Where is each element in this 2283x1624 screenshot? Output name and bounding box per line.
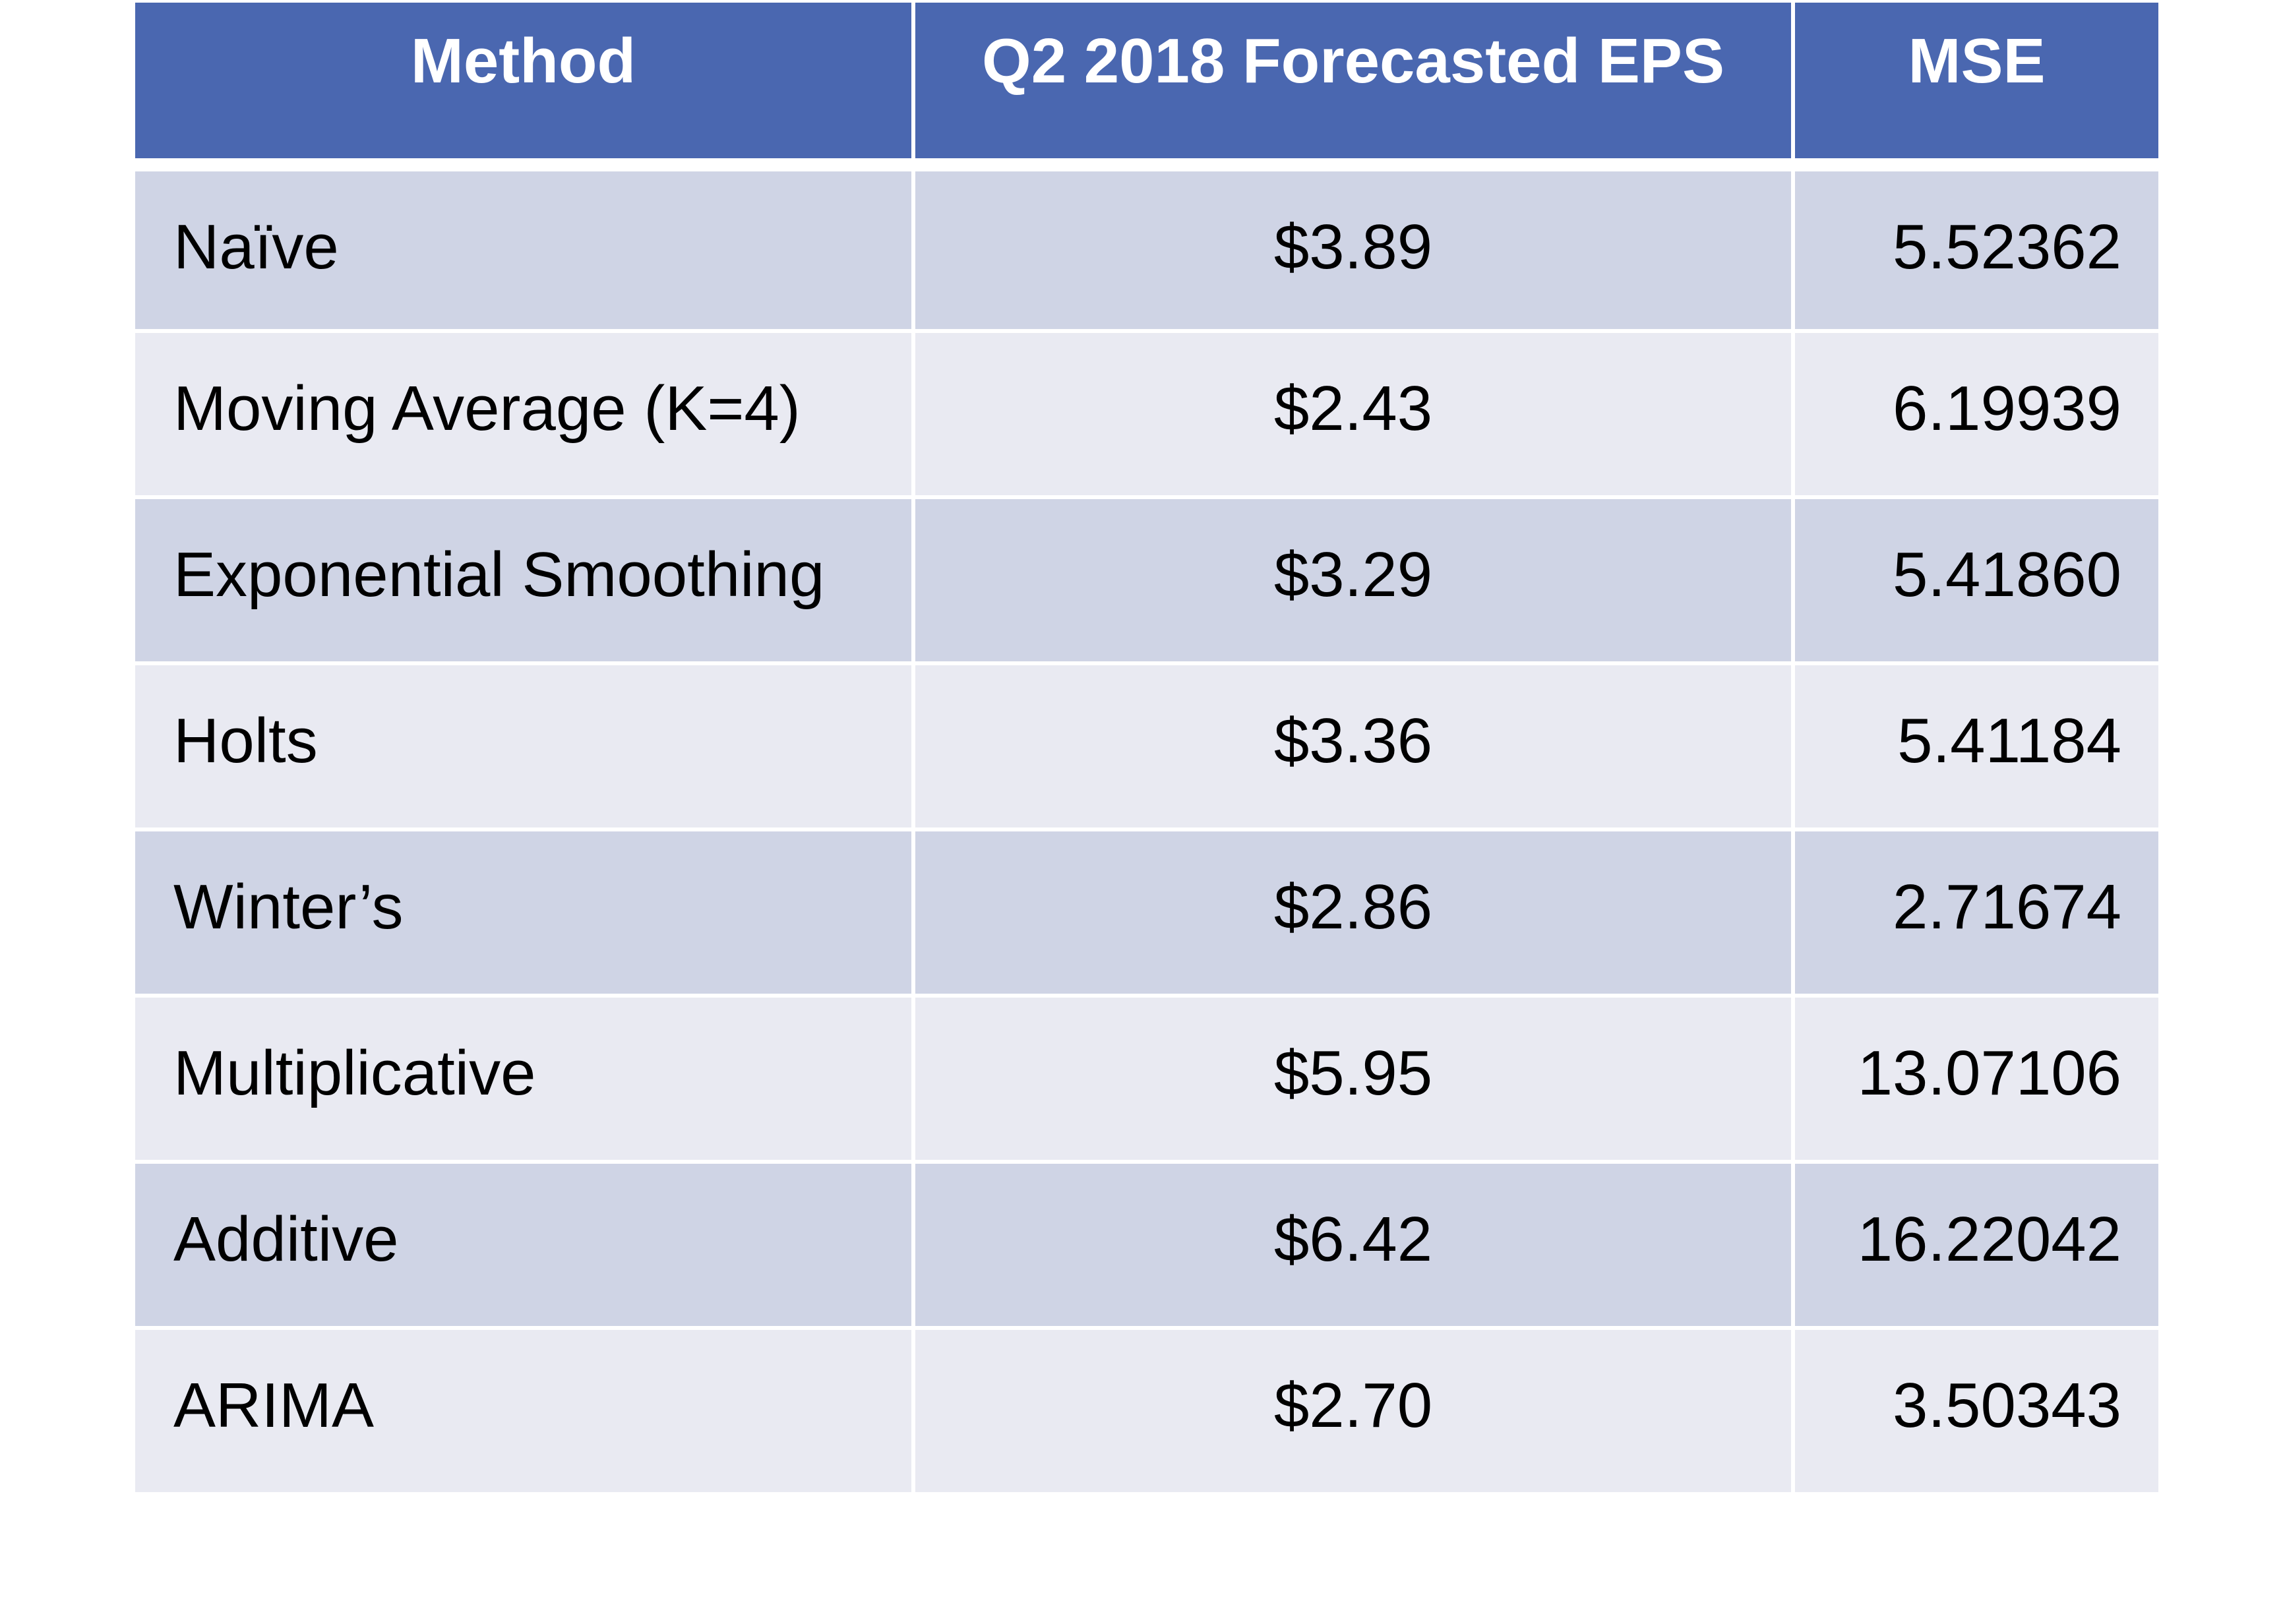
mse-cell: 2.71674 [1793, 829, 2158, 998]
table-row: ARIMA $2.70 3.50343 [135, 1328, 2158, 1496]
table-row: Additive $6.42 16.22042 [135, 1162, 2158, 1330]
mse-cell: 5.41860 [1793, 497, 2158, 665]
table-row: Moving Average (K=4) $2.43 6.19939 [135, 331, 2158, 499]
table-row: Naïve $3.89 5.52362 [135, 165, 2158, 333]
eps-cell: $2.70 [913, 1328, 1795, 1496]
table-header-row: Method Q2 2018 Forecasted EPS MSE [135, 3, 2158, 171]
method-cell: Moving Average (K=4) [135, 331, 915, 499]
method-cell: Naïve [135, 165, 915, 333]
method-cell: Multiplicative [135, 996, 915, 1164]
method-cell: Winter’s [135, 829, 915, 998]
eps-cell: $3.36 [913, 663, 1795, 831]
header-mse: MSE [1793, 3, 2158, 171]
table-row: Exponential Smoothing $3.29 5.41860 [135, 497, 2158, 665]
eps-cell: $2.86 [913, 829, 1795, 998]
table-row: Winter’s $2.86 2.71674 [135, 829, 2158, 998]
eps-cell: $5.95 [913, 996, 1795, 1164]
eps-cell: $3.89 [913, 165, 1795, 333]
method-cell: Holts [135, 663, 915, 831]
eps-cell: $3.29 [913, 497, 1795, 665]
eps-cell: $2.43 [913, 331, 1795, 499]
method-cell: ARIMA [135, 1328, 915, 1496]
mse-cell: 5.41184 [1793, 663, 2158, 831]
mse-cell: 6.19939 [1793, 331, 2158, 499]
forecast-comparison-table: Method Q2 2018 Forecasted EPS MSE Naïve … [135, 3, 2158, 1496]
mse-cell: 16.22042 [1793, 1162, 2158, 1330]
header-method: Method [135, 3, 915, 171]
header-eps: Q2 2018 Forecasted EPS [913, 3, 1795, 171]
method-cell: Additive [135, 1162, 915, 1330]
mse-cell: 13.07106 [1793, 996, 2158, 1164]
eps-cell: $6.42 [913, 1162, 1795, 1330]
forecast-table-container: Method Q2 2018 Forecasted EPS MSE Naïve … [135, 3, 2158, 1496]
table-row: Holts $3.36 5.41184 [135, 663, 2158, 831]
method-cell: Exponential Smoothing [135, 497, 915, 665]
mse-cell: 3.50343 [1793, 1328, 2158, 1496]
table-row: Multiplicative $5.95 13.07106 [135, 996, 2158, 1164]
mse-cell: 5.52362 [1793, 165, 2158, 333]
